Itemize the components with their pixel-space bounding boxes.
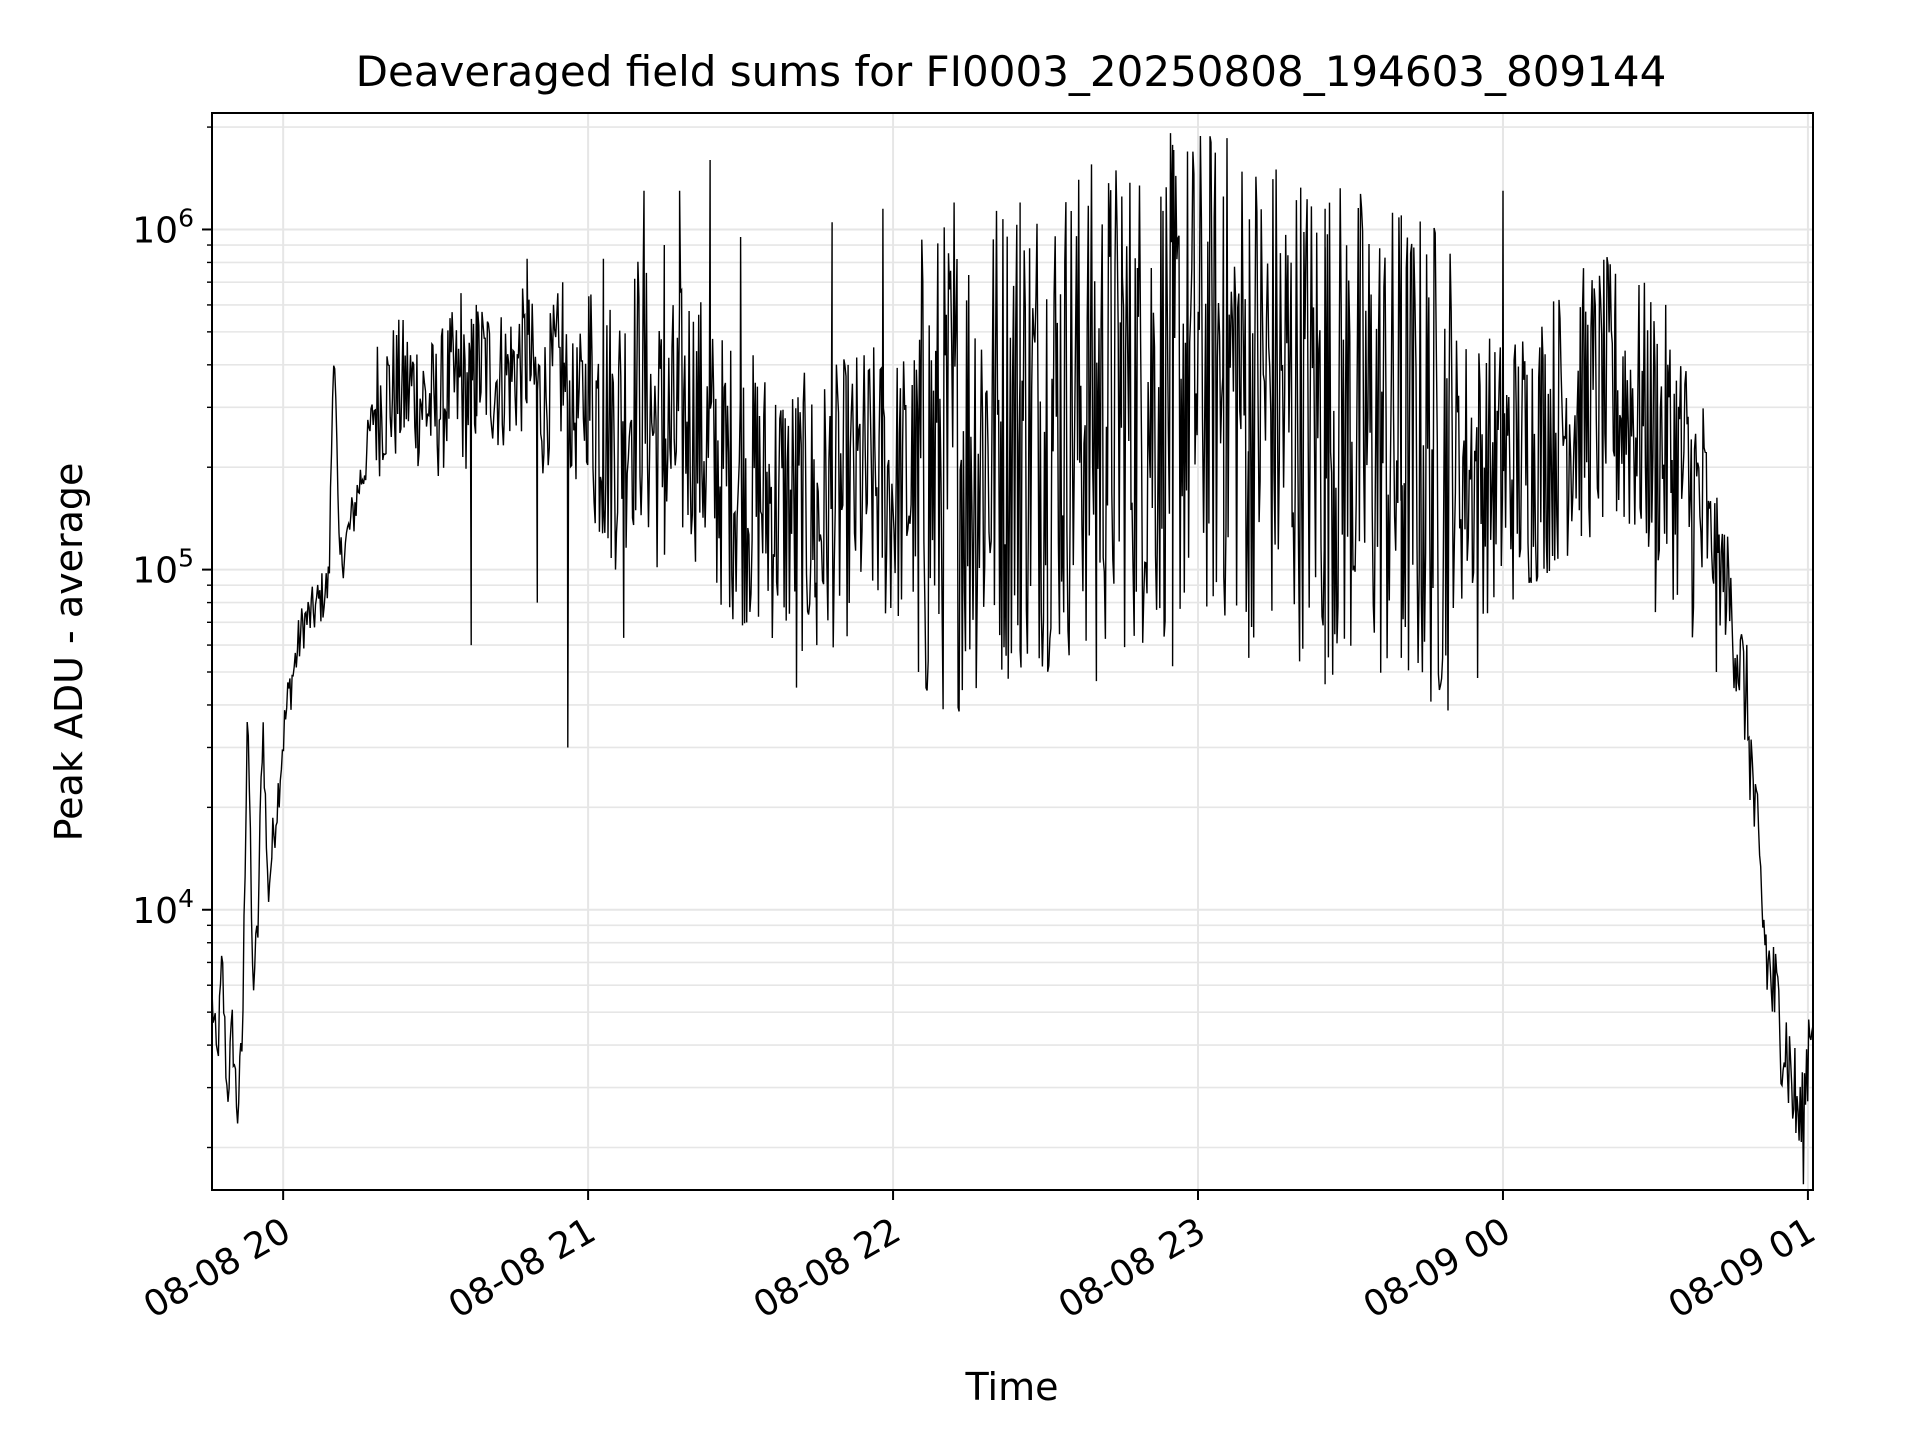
series-line — [212, 133, 1813, 1185]
y-axis: 104 105 106 — [132, 126, 212, 1149]
y-tick-label: 105 — [132, 544, 194, 592]
y-tick-label: 106 — [132, 203, 194, 251]
y-axis-label: Peak ADU - average — [47, 463, 91, 842]
x-axis-label: Time — [965, 1365, 1059, 1409]
y-tick-label: 104 — [132, 884, 194, 932]
chart-title: Deaveraged field sums for FI0003_2025080… — [356, 47, 1667, 96]
plot-clip-group — [212, 133, 1813, 1185]
grid — [212, 113, 1813, 1190]
plot-frame — [211, 112, 1814, 1191]
